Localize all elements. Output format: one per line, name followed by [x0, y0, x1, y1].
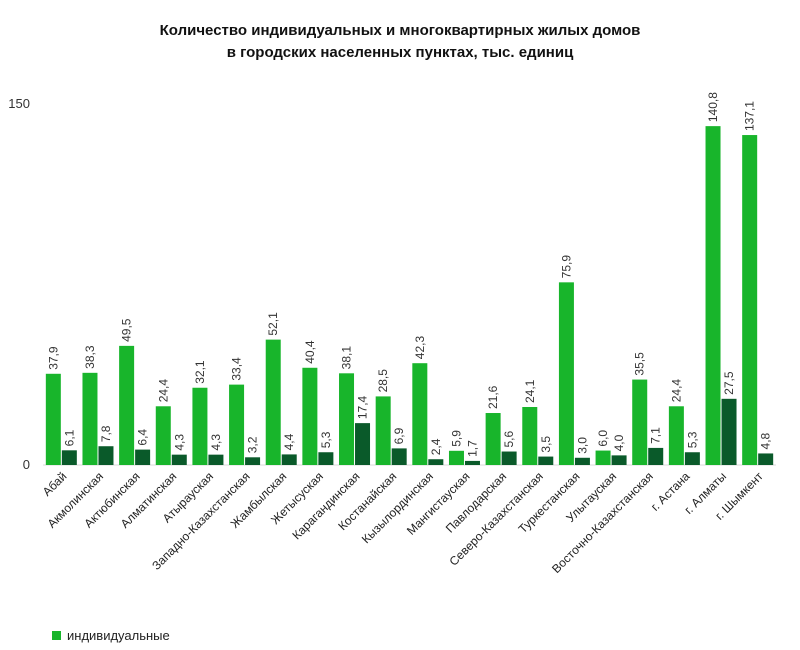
- data-label: 38,3: [83, 345, 97, 369]
- data-label: 5,3: [685, 431, 699, 448]
- data-label: 140,8: [706, 92, 720, 122]
- bar-multi: [538, 456, 554, 465]
- bar-multi: [721, 398, 737, 465]
- bar-multi: [574, 457, 590, 465]
- data-label: 28,5: [376, 369, 390, 393]
- bar-multi: [318, 452, 334, 465]
- bar-multi: [355, 423, 371, 465]
- bar-multi: [135, 449, 151, 465]
- data-label: 2,4: [429, 438, 443, 455]
- bar-individual: [302, 367, 318, 465]
- bar-individual: [448, 450, 464, 465]
- bar-individual: [705, 126, 721, 466]
- bar-multi: [98, 446, 114, 465]
- bar-multi: [245, 457, 261, 465]
- data-label: 52,1: [266, 312, 280, 336]
- data-label: 4,4: [282, 433, 296, 450]
- data-label: 75,9: [559, 255, 573, 279]
- data-label: 3,5: [539, 436, 553, 453]
- data-label: 6,0: [596, 430, 610, 447]
- bar-individual: [485, 413, 501, 465]
- legend: индивидуальные: [52, 628, 170, 643]
- data-label: 6,4: [136, 429, 150, 446]
- legend-label-individual: индивидуальные: [67, 628, 170, 643]
- chart-title-line2: в городских населенных пунктах, тыс. еди…: [226, 44, 574, 61]
- bar-individual: [375, 396, 391, 465]
- bar-individual: [265, 339, 281, 465]
- bar-individual: [229, 384, 245, 465]
- y-tick-label: 0: [23, 457, 30, 472]
- bar-individual: [668, 406, 684, 465]
- bar-individual: [119, 345, 135, 465]
- data-label: 17,4: [356, 395, 370, 419]
- x-tick-label: Абай: [40, 469, 70, 499]
- bar-multi: [758, 453, 774, 465]
- bar-individual: [155, 406, 171, 465]
- bar-multi: [61, 450, 77, 465]
- bar-multi: [501, 451, 517, 465]
- data-label: 6,1: [62, 429, 76, 446]
- bar-multi: [428, 459, 444, 465]
- bar-multi: [391, 448, 407, 465]
- bar-multi: [684, 452, 700, 465]
- data-label: 35,5: [633, 352, 647, 376]
- bar-individual: [45, 373, 61, 465]
- bar-individual: [192, 387, 208, 465]
- y-tick-label: 150: [8, 96, 30, 111]
- data-label: 24,1: [523, 379, 537, 403]
- data-label: 27,5: [722, 371, 736, 395]
- data-label: 49,5: [120, 318, 134, 342]
- bar-individual: [522, 406, 538, 465]
- legend-swatch-individual: [52, 631, 61, 640]
- bar-individual: [595, 450, 611, 465]
- data-label: 38,1: [340, 346, 354, 370]
- x-tick-label: Мангистауская: [404, 469, 473, 538]
- data-label: 7,1: [649, 427, 663, 444]
- chart-title-line1: Количество индивидуальных и многоквартир…: [159, 22, 641, 39]
- data-label: 4,8: [759, 432, 773, 449]
- data-label: 24,4: [156, 379, 170, 403]
- bar-individual: [339, 373, 355, 465]
- data-label: 42,3: [413, 336, 427, 360]
- bar-individual: [82, 372, 98, 465]
- data-label: 37,9: [46, 346, 60, 370]
- data-label: 7,8: [99, 425, 113, 442]
- bar-individual: [558, 282, 574, 465]
- bar-multi: [281, 454, 297, 465]
- bar-individual: [742, 135, 758, 465]
- data-label: 3,0: [575, 437, 589, 454]
- bar-multi: [611, 455, 627, 465]
- data-label: 21,6: [486, 385, 500, 409]
- data-label: 6,9: [392, 427, 406, 444]
- bar-multi: [208, 454, 224, 465]
- data-label: 5,3: [319, 431, 333, 448]
- data-label: 3,2: [246, 436, 260, 453]
- data-label: 5,9: [449, 430, 463, 447]
- data-label: 33,4: [230, 357, 244, 381]
- bar-multi: [648, 447, 664, 465]
- data-label: 1,7: [465, 440, 479, 457]
- data-label: 137,1: [743, 101, 757, 131]
- data-label: 40,4: [303, 340, 317, 364]
- data-label: 4,0: [612, 434, 626, 451]
- data-label: 4,3: [172, 434, 186, 451]
- data-label: 5,6: [502, 431, 516, 448]
- data-label: 32,1: [193, 360, 207, 384]
- bar-individual: [632, 379, 648, 465]
- bar-multi: [171, 454, 187, 465]
- bar-individual: [412, 363, 428, 465]
- data-label: 24,4: [669, 379, 683, 403]
- bar-multi: [464, 460, 480, 465]
- data-label: 4,3: [209, 434, 223, 451]
